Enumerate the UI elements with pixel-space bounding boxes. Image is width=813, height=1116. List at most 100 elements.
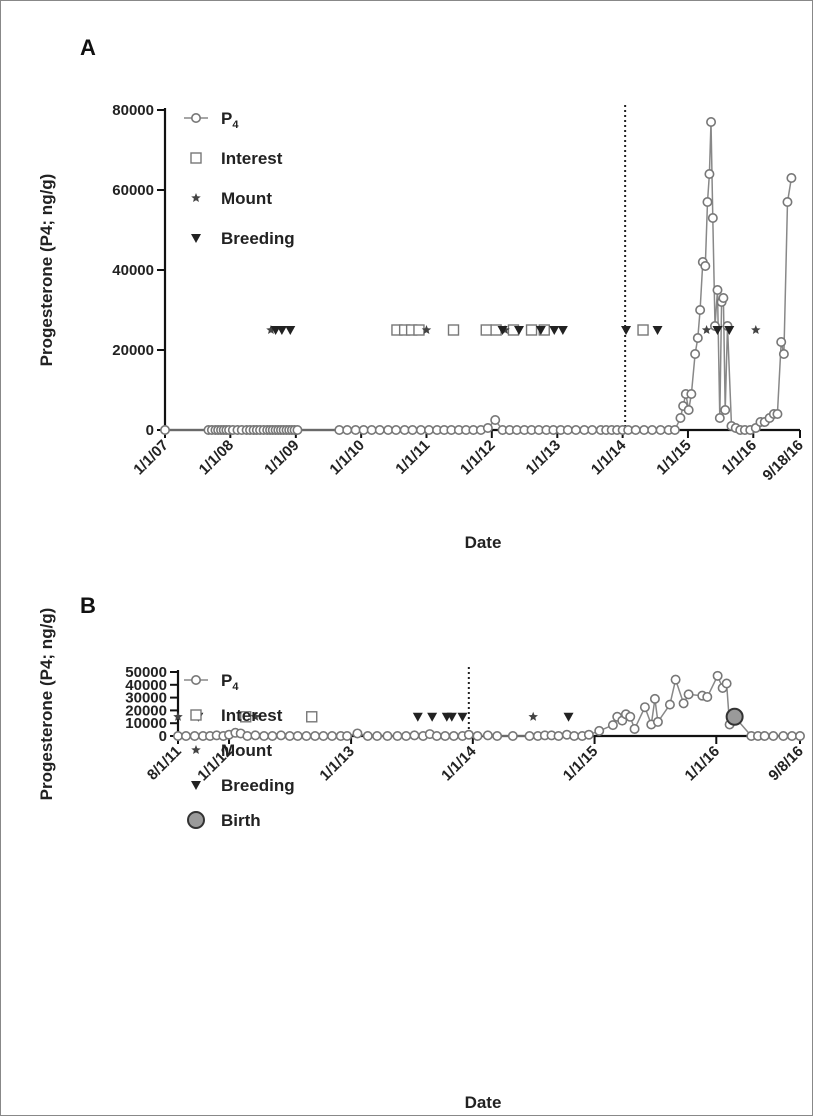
p4-data-point (718, 292, 729, 303)
p4-data-point (409, 730, 420, 741)
p4-data-point (401, 730, 412, 741)
breeding-marker (276, 326, 287, 335)
x-tick-label: 1/1/16 (719, 437, 761, 479)
p4-data-point (652, 716, 663, 727)
p4-data-point (625, 711, 636, 722)
p4-data-point (259, 730, 270, 741)
p4-data-point (690, 348, 701, 359)
mount-marker (173, 711, 183, 721)
p4-data-point (712, 284, 723, 295)
legend-triangle-symbol (191, 234, 201, 243)
legend-square-symbol (190, 709, 202, 721)
legend-breeding-label: Breeding (221, 229, 295, 248)
x-tick-label: 1/1/14 (438, 742, 480, 784)
p4-data-point (678, 698, 689, 709)
p4-data-point (702, 691, 713, 702)
p4-data-point (786, 730, 797, 741)
p4-data-point (675, 412, 686, 423)
p4-data-point (242, 730, 253, 741)
interest-marker (306, 711, 318, 723)
p4-data-point (374, 424, 385, 435)
p4-data-point (629, 723, 640, 734)
breeding-marker (712, 326, 723, 335)
p4-data-point (583, 729, 594, 740)
p4-data-point (702, 197, 713, 208)
interest-marker (637, 324, 649, 336)
p4-data-point (448, 730, 459, 741)
p4-data-point (639, 424, 650, 435)
x-tick-label: 1/1/09 (261, 437, 303, 479)
x-axis-title: Date (465, 1093, 502, 1112)
breeding-marker (285, 326, 296, 335)
legend-breeding-label: Breeding (221, 776, 295, 795)
p4-data-point (327, 730, 338, 741)
breeding-marker (270, 326, 281, 335)
breeding-marker (514, 326, 525, 335)
p4-data-point (342, 424, 353, 435)
legend-big-circle-symbol (187, 811, 205, 829)
x-axis-title: Date (465, 533, 502, 552)
p4-data-point (366, 424, 377, 435)
chart-panel-a: A 0 20000 40000 60000 80000 1/1/07 1/1/08 1/1/09… (37, 35, 807, 552)
legend-mount-label: Mount (221, 189, 272, 208)
panel-label: A (80, 35, 96, 60)
breeding-marker (535, 326, 546, 335)
p4-data-point (423, 424, 434, 435)
p4-data-point (472, 730, 483, 741)
p4-data-point (160, 424, 171, 435)
interest-marker (525, 324, 538, 336)
p4-data-point (782, 197, 793, 208)
x-tick-label: 1/1/12 (457, 437, 499, 479)
breeding-marker (457, 712, 468, 722)
p4-data-point (721, 678, 732, 689)
p4-data-point (372, 730, 383, 741)
p4-data-point (778, 348, 789, 359)
p4-data-point (431, 730, 442, 741)
p4-data-point (670, 674, 681, 685)
p4-data-point (720, 404, 731, 415)
p4-data-point (704, 169, 715, 180)
p4-data-point (707, 213, 718, 224)
breeding-marker (557, 326, 568, 335)
p4-data-point (553, 730, 564, 741)
p4-data-point (415, 424, 426, 435)
mount-marker (751, 325, 761, 335)
p4-data-point (594, 725, 605, 736)
p4-data-point (683, 404, 694, 415)
breeding-marker (497, 326, 508, 335)
panel-label: B (80, 593, 96, 618)
p4-data-point (664, 699, 675, 710)
x-tick-label: 1/1/15 (653, 437, 695, 479)
p4-data-point (759, 730, 770, 741)
p4-data-point (630, 424, 641, 435)
p4-data-point (250, 730, 261, 741)
mount-marker (421, 325, 432, 335)
interest-marker (413, 324, 425, 336)
p4-data-point (318, 730, 329, 741)
mount-marker (266, 325, 276, 335)
p4-data-point (772, 408, 783, 419)
y-tick-label: 0 (159, 728, 167, 745)
p4-data-point (189, 730, 200, 741)
p4-data-point (482, 422, 493, 433)
p4-data-point (440, 730, 451, 741)
y-axis-title: Progesterone (P4; ng/g) (37, 608, 56, 801)
p4-data-point (649, 693, 660, 704)
legend-p4-label: P4 (221, 671, 239, 693)
p4-data-point (706, 117, 717, 128)
p4-data-point (352, 728, 363, 739)
p4-data-point (786, 173, 797, 184)
p4-data-point (463, 729, 474, 740)
x-tick-label: 1/1/15 (560, 743, 602, 785)
p4-data-point (639, 702, 650, 713)
p4-data-point (768, 730, 779, 741)
y-tick-label: 10000 (125, 715, 167, 732)
breeding-marker (427, 712, 438, 722)
p4-data-point (350, 424, 361, 435)
mount-marker (250, 711, 261, 721)
birth-marker (725, 707, 744, 726)
legend-mount-label: Mount (221, 741, 272, 760)
y-tick-label: 50000 (125, 664, 167, 681)
p4-data-point (587, 424, 598, 435)
